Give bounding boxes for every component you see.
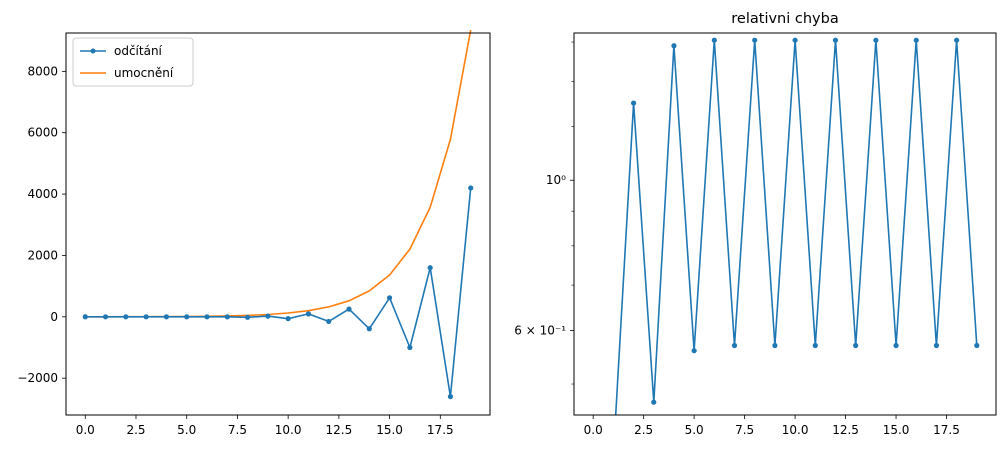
left-legend: odčítání umocnění <box>72 37 194 87</box>
data-point <box>812 342 818 349</box>
x-tick-label: 0.0 <box>76 423 95 437</box>
data-point <box>163 314 170 320</box>
x-tick-label: 2.5 <box>634 423 653 437</box>
x-tick-label: 12.5 <box>832 423 859 437</box>
data-point <box>123 314 129 320</box>
x-tick-label: 15.0 <box>376 423 403 437</box>
x-tick-label: 0.0 <box>584 423 603 437</box>
data-point <box>731 342 738 349</box>
y-tick-label: −2000 <box>17 371 58 385</box>
legend-label-umocneni: umocnění <box>114 66 174 80</box>
x-tick-label: 7.5 <box>228 423 247 437</box>
data-point <box>752 37 758 43</box>
x-tick-label: 7.5 <box>735 423 754 437</box>
series-line-0 <box>85 187 472 398</box>
left-axes-frame <box>65 32 491 416</box>
data-point <box>954 37 960 43</box>
data-point <box>244 314 251 320</box>
data-point <box>447 393 454 400</box>
data-point <box>933 342 940 349</box>
x-tick-label: 5.0 <box>177 423 196 437</box>
data-point <box>305 311 312 317</box>
data-point <box>630 100 637 106</box>
data-point <box>853 342 859 349</box>
legend-box <box>72 37 194 87</box>
x-tick-label: 2.5 <box>126 423 145 437</box>
legend-marker-odcitani <box>90 48 96 54</box>
data-point <box>184 314 190 320</box>
x-tick-label: 5.0 <box>685 423 704 437</box>
y-tick-label: 10⁰ <box>546 173 566 187</box>
data-point <box>974 342 980 349</box>
data-point <box>671 43 677 49</box>
data-point <box>386 295 393 301</box>
data-point <box>427 265 433 271</box>
data-point <box>265 313 271 319</box>
y-tick-label: 8000 <box>27 64 58 78</box>
y-tick-label: 2000 <box>27 248 58 262</box>
y-tick-label: 6000 <box>27 126 58 140</box>
data-point <box>224 314 230 320</box>
right-chart: relativni chyba 0.0 2.5 5.0 7.5 10.0 12.5 15.0… <box>514 11 997 437</box>
data-point <box>711 37 717 43</box>
right-chart-title: relativni chyba <box>731 11 838 27</box>
left-chart: 0.0 2.5 5.0 7.5 10.0 12.5 15.0 17.5 −2000 0 2000 4… <box>17 29 491 437</box>
data-point <box>204 314 210 320</box>
y-tick-label: 0 <box>50 310 58 324</box>
x-tick-label: 17.5 <box>933 423 960 437</box>
data-point <box>832 37 839 43</box>
series-line-relative-error <box>614 39 978 415</box>
y-tick-label: 4000 <box>27 187 58 201</box>
data-point <box>82 314 88 320</box>
data-point <box>102 314 109 320</box>
x-tick-label: 10.0 <box>275 423 302 437</box>
legend-label-odcitani: odčítání <box>114 44 163 58</box>
data-point <box>893 342 899 349</box>
data-point <box>792 37 798 43</box>
x-tick-label: 12.5 <box>326 423 353 437</box>
y-tick-label: 6 × 10⁻¹ <box>514 323 566 337</box>
right-axes-frame <box>573 32 997 416</box>
data-point <box>651 399 657 405</box>
x-tick-label: 17.5 <box>427 423 454 437</box>
data-point <box>691 348 697 354</box>
data-point <box>468 185 474 191</box>
data-point <box>913 37 919 43</box>
x-tick-label: 15.0 <box>883 423 910 437</box>
x-tick-label: 10.0 <box>782 423 809 437</box>
data-point <box>346 306 352 312</box>
data-point <box>143 314 149 320</box>
data-point <box>772 342 778 349</box>
data-point <box>366 326 372 332</box>
data-point <box>326 318 332 325</box>
data-point <box>873 37 879 43</box>
data-point <box>285 316 291 322</box>
data-point <box>407 344 413 351</box>
